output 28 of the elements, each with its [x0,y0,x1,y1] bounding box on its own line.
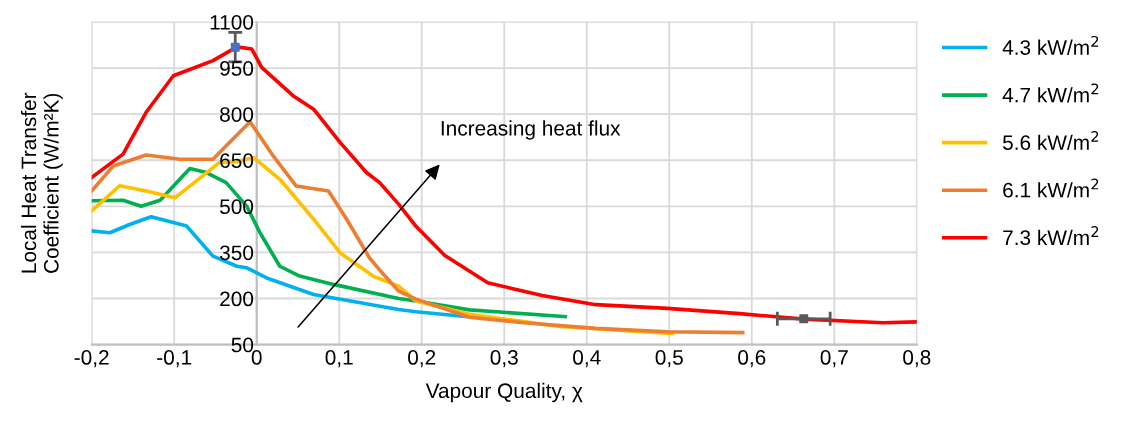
legend-label: 7.3 kW/m$^{2}$ [1003,226,1099,246]
legend-label: 4.3 kW/m$^{2}$ [1002,35,1099,55]
x-tick-label: 0,3 [490,350,518,368]
legend-label: 4.7 kW/m$^{2}$ [1002,83,1099,103]
y-tick-label: 50 [231,337,254,353]
x-tick-label: 0,6 [738,350,766,368]
x-tick-label: 0,1 [325,350,353,368]
line-series [91,166,568,319]
legend-label: 5.6 kW/m$^{2}$ [1002,130,1099,150]
legend-label: 6.1 kW/m$^{2}$ [1003,178,1099,198]
y-tick-label: 1100 [210,14,254,30]
line-series [91,120,745,335]
x-tick-label: 0,8 [903,350,931,368]
x-tick-label: -0,1 [157,350,192,368]
x-tick-label: -0,2 [74,350,109,368]
annotation: Increasing heat flux [441,120,621,140]
y-tick-label: 950 [220,61,254,76]
x-axis-title: Vapour Quality, χ [425,382,583,403]
y-axis-title: Local Heat Transfer Coefficient (W/m²K) [20,92,63,273]
y-tick-label: 350 [219,245,254,261]
x-tick-label: 0,5 [655,350,683,368]
x-tick-label: 0,4 [573,350,601,368]
y-tick-label: 800 [220,107,254,122]
line-series [91,214,469,319]
x-tick-label: 0,2 [408,350,436,368]
x-tick-label: 0,7 [820,350,848,368]
x-tick-label: 0 [251,350,262,365]
y-tick-label: 200 [220,291,254,307]
